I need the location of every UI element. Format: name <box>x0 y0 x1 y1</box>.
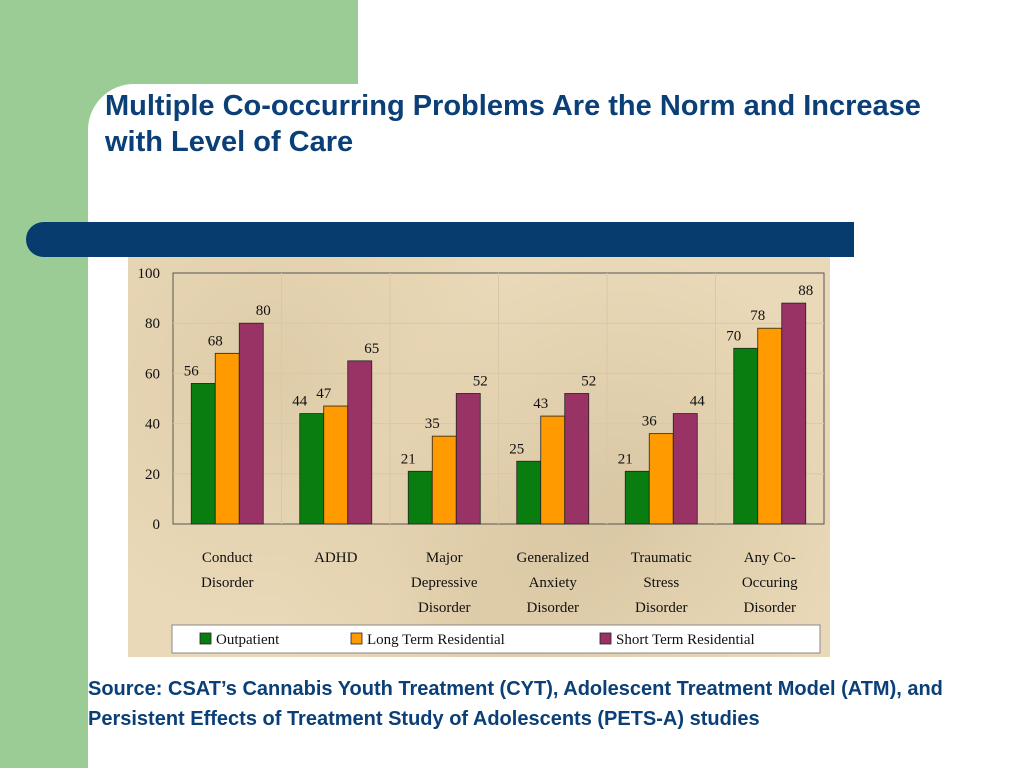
y-tick-label: 40 <box>145 417 160 433</box>
legend-box <box>171 624 821 654</box>
data-label: 70 <box>726 328 741 344</box>
category-label: Traumatic <box>631 550 692 566</box>
data-label: 68 <box>208 333 223 349</box>
data-label: 21 <box>401 451 416 467</box>
source-citation: Source: CSAT’s Cannabis Youth Treatment … <box>88 678 943 730</box>
chart-area: 0 20 40 60 80 100 56 68 80 Conduct Disorder 44 47 65 A… <box>128 257 830 657</box>
legend-swatch <box>350 632 363 645</box>
bar <box>564 393 590 525</box>
category-label: ADHD <box>314 550 357 566</box>
data-label: 44 <box>292 394 308 410</box>
category-label: Stress <box>643 575 679 591</box>
data-label: 43 <box>533 396 548 412</box>
data-label: 21 <box>618 451 633 467</box>
category-label: Generalized <box>517 550 590 566</box>
y-tick-label: 20 <box>145 467 160 483</box>
title-underline-bar <box>26 222 854 257</box>
bar <box>540 415 566 525</box>
bar-chart: 0 20 40 60 80 100 56 68 80 Conduct Disorder 44 47 65 A… <box>138 266 825 654</box>
bar <box>516 460 542 525</box>
legend-swatch <box>199 632 212 645</box>
data-label: 52 <box>581 373 596 389</box>
category-label: Disorder <box>527 600 580 616</box>
bar <box>624 470 650 525</box>
data-label: 35 <box>425 416 440 432</box>
bar <box>190 383 216 525</box>
y-tick-label: 60 <box>145 366 160 382</box>
category-label: Disorder <box>744 600 797 616</box>
y-tick-label: 0 <box>153 517 161 533</box>
y-tick-label: 80 <box>145 316 160 332</box>
bar <box>431 435 457 525</box>
category-label: Conduct <box>202 550 254 566</box>
data-label: 65 <box>364 341 379 357</box>
data-label: 88 <box>798 283 813 299</box>
category-label: Anxiety <box>529 575 578 591</box>
bar <box>407 470 433 525</box>
legend-label: Short Term Residential <box>616 632 755 648</box>
bar <box>299 413 325 525</box>
data-label: 44 <box>690 394 706 410</box>
slide-title: Multiple Co-occurring Problems Are the N… <box>105 90 921 158</box>
y-tick-label: 100 <box>138 266 161 282</box>
bar <box>781 302 807 525</box>
category-label: Disorder <box>201 575 254 591</box>
bar <box>757 327 783 525</box>
bar <box>672 413 698 525</box>
bar <box>347 360 373 525</box>
data-label: 80 <box>256 303 271 319</box>
bar <box>323 405 349 525</box>
category-label: Occuring <box>742 575 798 591</box>
category-label: Disorder <box>418 600 471 616</box>
category-label: Depressive <box>411 575 478 591</box>
bar <box>648 433 674 525</box>
data-label: 52 <box>473 373 488 389</box>
category-label: Major <box>426 550 463 566</box>
bar <box>733 347 759 525</box>
legend-label: Long Term Residential <box>367 632 505 648</box>
legend-label: Outpatient <box>216 632 280 648</box>
data-label: 25 <box>509 441 524 457</box>
category-label: Any Co- <box>744 550 796 566</box>
data-label: 56 <box>184 363 200 379</box>
legend-swatch <box>599 632 612 645</box>
data-label: 36 <box>642 414 658 430</box>
bar <box>214 352 240 525</box>
bar <box>238 322 264 525</box>
data-label: 78 <box>750 308 765 324</box>
bar <box>455 393 481 525</box>
data-label: 47 <box>316 386 332 402</box>
category-label: Disorder <box>635 600 688 616</box>
